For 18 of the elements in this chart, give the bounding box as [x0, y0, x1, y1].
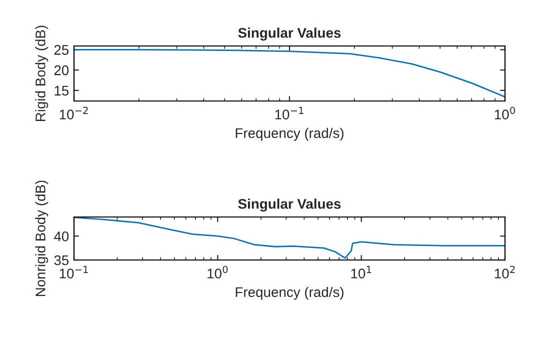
y-axis-title: Rigid Body (dB): [35, 26, 48, 121]
x-tick-label: 10$^{2}$: [494, 266, 515, 278]
y-axis-title: Nonrigid Body (dB): [35, 180, 48, 296]
x-tick-label: 10$^{0}$: [208, 266, 228, 278]
x-axis-title: Frequency (rad/s): [236, 286, 344, 300]
chart-title: Singular Values: [238, 198, 341, 212]
x-tick-label: 10$^{−1}$: [275, 106, 304, 120]
x-tick-label: 10$^{0}$: [494, 106, 516, 120]
x-tick-label: 10$^{1}$: [351, 266, 372, 278]
x-tick-label: 10$^{−2}$: [60, 106, 88, 120]
y-tick-label: 20: [54, 65, 69, 76]
y-tick-label: 40: [54, 231, 69, 242]
y-tick-label: 35: [54, 255, 69, 266]
x-tick-label: 10$^{−1}$: [60, 266, 88, 278]
y-tick-label: 15: [54, 86, 69, 96]
chart-title: Singular Values: [238, 28, 341, 41]
y-tick-label: 25: [54, 45, 69, 55]
x-axis-title: Frequency (rad/s): [236, 128, 344, 141]
